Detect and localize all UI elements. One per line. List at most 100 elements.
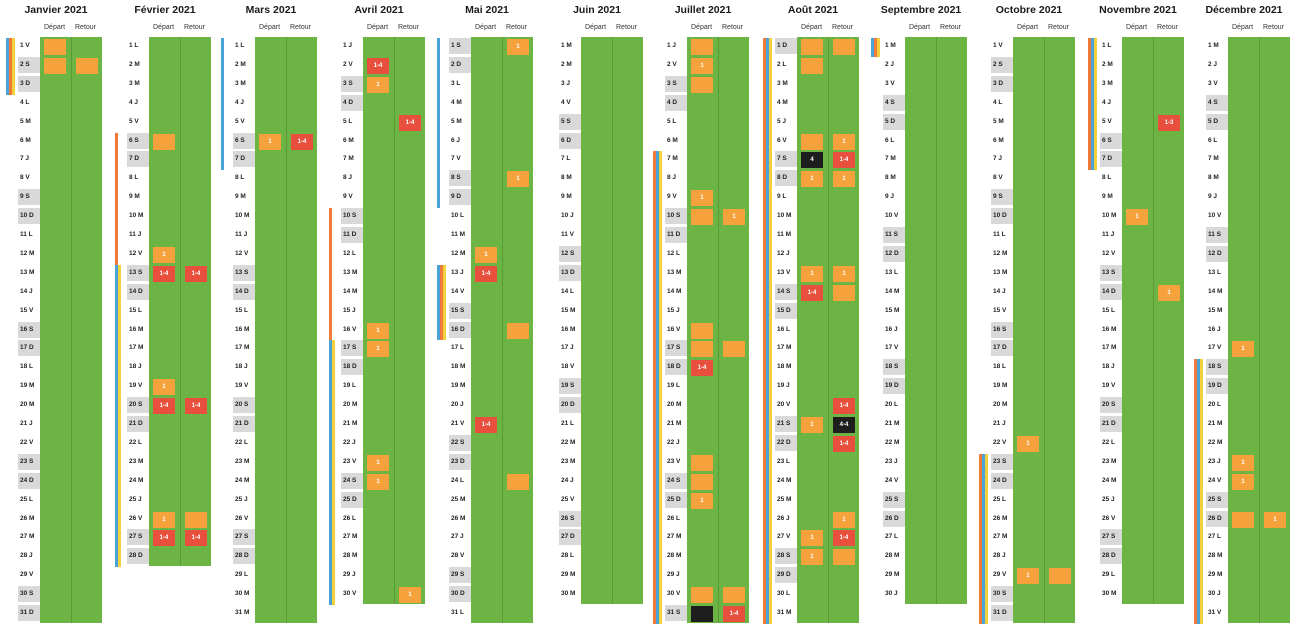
day-label: 8 V <box>20 174 30 182</box>
day-label: 29 S <box>449 567 471 584</box>
school-zone-stripe <box>437 38 440 209</box>
day-label: 16 J <box>1208 325 1221 333</box>
day-label: 23 M <box>561 457 576 465</box>
day-label: 1 M <box>885 42 896 49</box>
retour-column-header: Retour <box>506 24 528 31</box>
red-traffic-cell: 1-4 <box>833 398 855 415</box>
day-label: 11 M <box>451 231 466 238</box>
day-label: 4 D <box>665 94 687 111</box>
day-label: 15 S <box>449 302 471 319</box>
day-label: 20 S <box>1100 397 1122 414</box>
red-traffic-cell: 1-4 <box>475 265 497 282</box>
month-title: Août 2021 <box>787 4 839 16</box>
retour-column-header: Retour <box>75 24 97 31</box>
red-traffic-cell: 1-4 <box>153 398 175 415</box>
day-label: 30 V <box>343 590 357 598</box>
day-label: 26 D <box>1206 510 1228 527</box>
day-label: 3 M <box>1102 79 1113 87</box>
day-label: 1 L <box>129 42 139 49</box>
day-label: 6 S <box>1100 132 1122 149</box>
day-label: 26 M <box>993 514 1008 522</box>
day-label: 6 V <box>777 136 787 144</box>
day-label: 13 S <box>233 264 255 281</box>
day-label: 21 D <box>127 416 149 432</box>
day-label: 22 L <box>235 438 249 446</box>
day-label: 19 L <box>343 382 357 390</box>
column-divider <box>71 37 72 623</box>
day-label: 25 M <box>777 495 792 503</box>
day-label: 12 D <box>883 245 905 262</box>
day-label: 8 J <box>667 174 677 182</box>
day-label: 11 S <box>1206 227 1228 243</box>
day-label: 14 J <box>993 287 1006 295</box>
column-divider <box>1259 37 1260 623</box>
day-label: 24 M <box>1102 476 1117 484</box>
day-label: 30 V <box>667 590 681 598</box>
day-label: 7 D <box>1100 151 1122 168</box>
day-label: 3 J <box>561 79 571 87</box>
day-label: 6 J <box>451 136 461 144</box>
day-label: 20 M <box>667 401 682 409</box>
orange-traffic-cell: 1 <box>1126 209 1148 226</box>
day-label: 7 J <box>20 155 30 163</box>
day-label: 1 L <box>1102 42 1112 49</box>
day-label: 4 J <box>235 98 245 106</box>
red-traffic-cell: 1-3 <box>1158 114 1180 131</box>
day-label: 26 L <box>343 514 357 522</box>
day-label: 28 J <box>993 552 1006 560</box>
day-label: 13 M <box>993 268 1008 276</box>
day-label: 26 L <box>667 514 681 522</box>
orange-traffic-cell: 1 <box>801 417 823 433</box>
day-label: 4 M <box>777 98 788 106</box>
day-label: 29 D <box>775 567 797 584</box>
orange-traffic-cell <box>691 39 713 55</box>
school-zone-stripe <box>982 453 985 624</box>
day-label: 22 M <box>885 438 900 446</box>
day-label: 1 L <box>235 42 245 49</box>
day-label: 17 M <box>129 344 144 352</box>
day-label: 12 V <box>129 249 143 257</box>
day-label: 24 M <box>235 476 250 484</box>
orange-traffic-cell: 1 <box>153 379 175 396</box>
day-label: 3 M <box>129 79 140 87</box>
day-label: 30 D <box>449 586 471 603</box>
day-label: 7 V <box>451 155 461 163</box>
day-label: 23 D <box>449 453 471 470</box>
month-title: Mars 2021 <box>245 4 297 16</box>
day-label: 4 D <box>341 94 363 111</box>
day-label: 23 V <box>667 457 681 465</box>
day-label: 19 V <box>129 382 143 390</box>
day-label: 6 M <box>20 136 31 144</box>
orange-traffic-cell: 1 <box>367 454 389 471</box>
red-traffic-cell: 1-4 <box>833 530 855 547</box>
day-label: 28 M <box>1208 552 1223 560</box>
day-label: 2 S <box>18 56 40 73</box>
day-label: 26 M <box>451 514 466 522</box>
school-zone-stripe <box>1088 38 1091 171</box>
day-label: 28 M <box>667 552 682 560</box>
day-label: 14 L <box>561 287 575 295</box>
column-divider <box>180 37 181 567</box>
day-label: 3 D <box>991 75 1013 92</box>
day-label: 21 M <box>1208 420 1223 427</box>
day-label: 15 J <box>667 306 680 314</box>
month-5: Mai 2021 Départ Retour 1 S 2 D 3 L 4 M 5 M 6 J 7 … <box>435 0 539 623</box>
day-label: 18 L <box>20 363 34 371</box>
orange-traffic-cell: 1 <box>723 209 745 226</box>
day-label: 23 L <box>777 457 791 465</box>
red-traffic-cell: 1-4 <box>291 133 313 150</box>
day-label: 24 L <box>451 476 465 484</box>
day-label: 25 M <box>451 495 466 503</box>
day-label: 8 L <box>235 174 245 182</box>
day-label: 24 M <box>777 476 792 484</box>
day-label: 26 V <box>129 514 143 522</box>
day-label: 21 L <box>561 420 575 427</box>
day-label: 4 S <box>1206 94 1228 111</box>
orange-traffic-cell <box>1232 511 1254 528</box>
orange-traffic-cell <box>691 473 713 490</box>
month-title: Février 2021 <box>134 4 196 16</box>
day-label: 11 D <box>665 227 687 243</box>
day-label: 7 D <box>233 151 255 168</box>
month-title: Décembre 2021 <box>1205 4 1283 16</box>
day-label: 10 M <box>1102 212 1117 220</box>
